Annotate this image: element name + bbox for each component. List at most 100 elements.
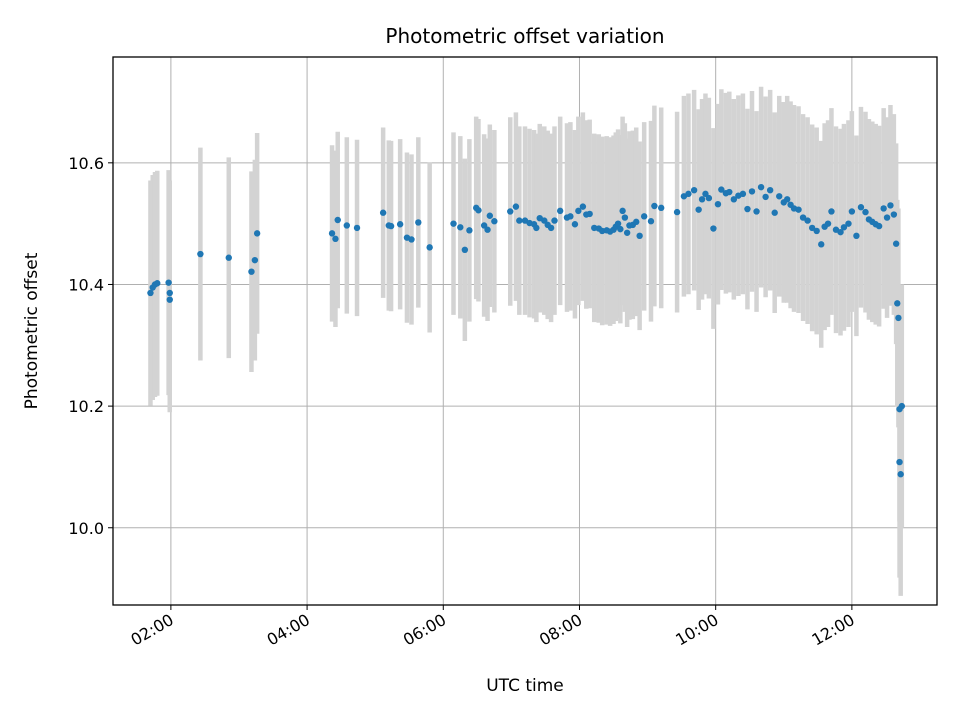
data-point [450, 220, 457, 227]
data-point [739, 190, 747, 198]
data-point [512, 203, 520, 210]
y-tick-label: 10.6 [68, 154, 104, 173]
data-point [617, 225, 624, 233]
data-point [883, 214, 891, 221]
data-point [853, 232, 860, 240]
data-point [898, 402, 906, 410]
data-point [887, 202, 894, 209]
data-point [154, 280, 161, 287]
data-point [892, 240, 900, 247]
data-point [551, 217, 558, 224]
data-point [147, 289, 154, 297]
y-tick-label: 10.2 [68, 397, 104, 416]
data-points [147, 183, 906, 478]
data-point [387, 222, 395, 230]
data-point [808, 224, 816, 232]
data-point [828, 208, 835, 215]
data-point [541, 217, 548, 224]
data-point [757, 183, 765, 191]
data-point [880, 205, 887, 212]
data-point [480, 222, 488, 229]
data-point [586, 210, 593, 218]
data-point [507, 208, 514, 215]
data-point [705, 194, 713, 202]
data-point [818, 241, 825, 248]
data-point [771, 209, 778, 216]
data-point [415, 219, 422, 226]
data-point [623, 229, 631, 236]
data-point [253, 230, 261, 237]
data-point [651, 202, 658, 210]
data-point [690, 186, 698, 194]
data-point [533, 224, 540, 232]
data-point [225, 254, 232, 261]
data-point [328, 230, 336, 237]
data-point [567, 213, 574, 220]
data-point [766, 186, 774, 194]
data-point [165, 279, 172, 286]
data-point [547, 224, 555, 232]
data-point [484, 226, 491, 233]
data-point [396, 221, 404, 228]
data-point [890, 211, 898, 218]
data-point [685, 190, 692, 198]
data-point [718, 186, 725, 193]
data-point [466, 227, 473, 234]
data-point [710, 225, 717, 232]
data-point [862, 208, 869, 216]
data-point [248, 268, 255, 275]
data-point [633, 218, 640, 226]
data-point [556, 207, 564, 215]
data-point [621, 214, 629, 221]
data-point [334, 216, 341, 224]
data-point [753, 208, 760, 215]
data-point [896, 458, 903, 466]
data-point [857, 204, 865, 211]
data-point [804, 217, 811, 224]
data-point [486, 212, 494, 219]
data-point [776, 193, 783, 200]
data-point [726, 188, 733, 196]
y-tick-label: 10.4 [68, 275, 104, 294]
data-point [461, 246, 469, 254]
data-point [799, 214, 807, 221]
data-point [840, 224, 848, 231]
data-point [457, 224, 464, 231]
data-point [619, 207, 626, 215]
data-point [166, 289, 173, 297]
data-point [698, 196, 706, 203]
data-point [647, 218, 655, 225]
data-point [343, 222, 351, 229]
data-point [845, 220, 852, 227]
data-point [875, 222, 883, 230]
data-point [640, 213, 648, 220]
data-point [894, 300, 901, 307]
chart-title: Photometric offset variation [385, 24, 664, 48]
data-point [848, 208, 856, 215]
data-point [673, 208, 681, 216]
data-point [895, 314, 902, 322]
plot-area-frame [112, 56, 938, 606]
data-point [824, 220, 832, 227]
data-point [813, 227, 820, 235]
data-point [695, 206, 702, 213]
data-point [702, 190, 709, 198]
data-point [475, 207, 482, 214]
data-point [636, 232, 643, 240]
data-point [575, 207, 582, 215]
data-point [744, 205, 751, 213]
y-axis-label: Photometric offset [22, 252, 42, 409]
data-point [837, 228, 844, 236]
data-point [491, 218, 498, 225]
data-point [614, 220, 622, 227]
data-point [571, 221, 579, 228]
data-point [795, 206, 802, 213]
data-point [730, 196, 738, 203]
data-point [166, 296, 173, 303]
data-point [332, 235, 339, 243]
data-point [426, 244, 433, 251]
data-point [762, 193, 769, 201]
data-point [897, 471, 904, 478]
y-axis-ticks: 10.0 10.2 10.4 10.6 [68, 154, 113, 538]
